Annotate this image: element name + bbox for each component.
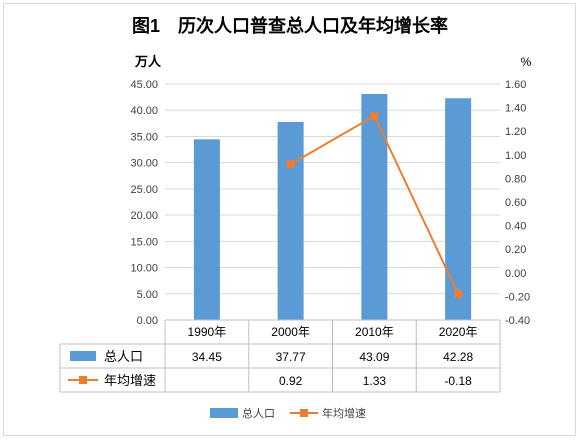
right-tick-label: 1.40 — [505, 103, 526, 115]
x-tick-label: 2000年 — [271, 325, 310, 339]
left-tick-label: 20.00 — [130, 210, 158, 222]
data-label: -0.18 — [444, 374, 472, 388]
legend: 总人口 年均增速 — [210, 406, 366, 420]
legend-bar-key — [210, 408, 238, 418]
left-tick-label: 0.00 — [137, 315, 158, 327]
bar-series — [193, 94, 472, 321]
left-tick-label: 10.00 — [130, 263, 158, 275]
left-tick-label: 15.00 — [130, 236, 158, 248]
line-marker — [286, 160, 295, 169]
legend-label: 年均增速 — [322, 406, 366, 420]
data-label: 43.09 — [359, 350, 389, 364]
left-tick-label: 30.00 — [130, 158, 158, 170]
bar — [361, 94, 388, 320]
right-tick-label: -0.40 — [505, 315, 530, 327]
series-name: 总人口 — [104, 349, 143, 364]
x-tick-label: 1990年 — [188, 325, 227, 339]
right-tick-label: 0.60 — [505, 197, 526, 209]
right-tick-label: 0.80 — [505, 173, 526, 185]
table-marker-key — [79, 376, 87, 384]
table-bar-key — [70, 351, 96, 361]
right-axis-ticks: -0.40 -0.20 0.00 0.20 0.40 0.60 0.80 1.00 1.20 1.… — [505, 79, 530, 327]
left-tick-label: 35.00 — [130, 131, 158, 143]
data-label: 0.92 — [279, 374, 303, 388]
legend-marker-key — [300, 409, 308, 417]
line-series — [286, 111, 463, 299]
left-tick-label: 45.00 — [130, 79, 158, 91]
line-marker — [370, 111, 379, 120]
left-tick-label: 5.00 — [137, 289, 158, 301]
right-tick-label: 1.20 — [505, 126, 526, 138]
bar — [193, 139, 220, 320]
data-label: 37.77 — [276, 350, 306, 364]
right-tick-label: 0.40 — [505, 221, 526, 233]
bar — [445, 98, 472, 320]
right-tick-label: 1.00 — [505, 150, 526, 162]
chart-title: 图1 历次人口普查总人口及年均增长率 — [132, 15, 448, 36]
table-legend-key — [68, 376, 98, 384]
x-tick-label: 2010年 — [355, 325, 394, 339]
table-legend-key — [70, 351, 96, 361]
line-marker — [454, 290, 463, 299]
data-label: 34.45 — [192, 350, 222, 364]
right-axis-unit: % — [521, 55, 532, 69]
left-axis-ticks: 0.00 5.00 10.00 15.00 20.00 25.00 30.00 35.00 40… — [130, 79, 158, 327]
left-axis-unit: 万人 — [134, 54, 162, 69]
right-tick-label: -0.20 — [505, 291, 530, 303]
left-tick-label: 25.00 — [130, 184, 158, 196]
right-tick-label: 1.60 — [505, 79, 526, 91]
series-name: 年均增速 — [104, 373, 156, 388]
left-tick-label: 40.00 — [130, 105, 158, 117]
right-tick-label: 0.00 — [505, 268, 526, 280]
data-label: 42.28 — [443, 350, 473, 364]
data-label: 1.33 — [363, 374, 387, 388]
legend-label: 总人口 — [242, 406, 275, 420]
x-tick-label: 2020年 — [439, 325, 478, 339]
bar — [277, 121, 304, 321]
right-tick-label: 0.20 — [505, 244, 526, 256]
